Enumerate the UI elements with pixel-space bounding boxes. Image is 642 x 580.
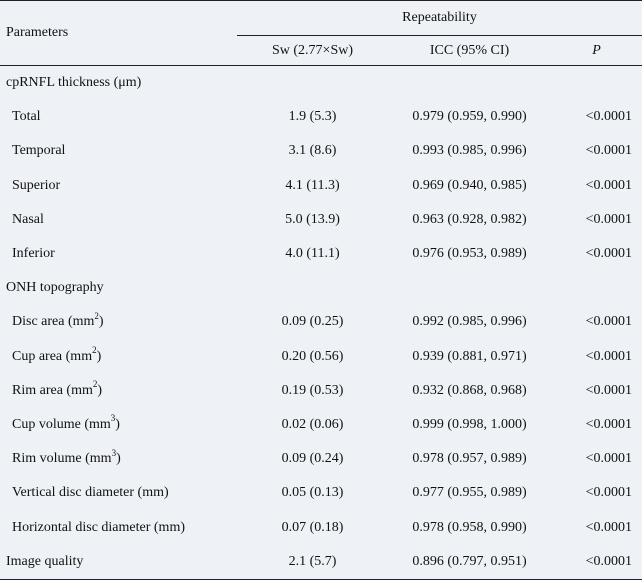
repeatability-header: Repeatability [237,0,642,36]
row-label-tail: ) [115,416,120,432]
section-title-onh: ONH topography [6,280,104,296]
unit-superscript: 3 [110,413,116,424]
table-row: Superior 4.1 (11.3) 0.969 (0.940, 0.985)… [0,169,642,203]
row-label: Temporal [12,143,66,159]
row-label: Superior [12,177,61,193]
row-label-text: Rim volume (mm [12,451,112,467]
row-label-text: Disc area (mm [12,314,95,330]
icc-cell: 0.939 (0.881, 0.971) [412,348,527,364]
p-cell: <0.0001 [585,109,633,125]
row-label: Rim volume (mm3) [0,442,237,476]
sw-cell: 3.1 (8.6) [288,143,337,159]
row-label: Image quality [6,553,84,569]
sw-cell: 4.0 (11.1) [285,246,340,262]
icc-header: ICC (95% CI) [429,42,510,58]
table-row: Nasal 5.0 (13.9) 0.963 (0.928, 0.982) <0… [0,203,642,237]
table-row: Cup volume (mm3) 0.02 (0.06) 0.999 (0.99… [0,408,642,442]
table-row: Vertical disc diameter (mm) 0.05 (0.13) … [0,476,642,510]
row-label: Inferior [12,246,55,262]
section-row-onh: ONH topography [0,271,642,305]
p-cell: <0.0001 [585,451,633,467]
sw-cell: 0.02 (0.06) [281,416,344,432]
row-label: Horizontal disc diameter (mm) [12,519,185,535]
icc-cell: 0.999 (0.998, 1.000) [412,416,527,432]
p-header: P [592,42,601,58]
sw-cell: 0.09 (0.24) [281,451,344,467]
row-label: Vertical disc diameter (mm) [12,485,169,501]
icc-cell: 0.993 (0.985, 0.996) [412,143,527,159]
sw-cell: 2.1 (5.7) [288,553,337,569]
table-row: Rim area (mm2) 0.19 (0.53) 0.932 (0.868,… [0,374,642,408]
sw-cell: 4.1 (11.3) [285,177,340,193]
icc-cell: 0.979 (0.959, 0.990) [412,109,527,125]
table-row: Horizontal disc diameter (mm) 0.07 (0.18… [0,510,642,544]
sw-cell: 0.09 (0.25) [281,314,344,330]
icc-cell: 0.896 (0.797, 0.951) [412,553,527,569]
row-label: Rim area (mm2) [0,374,237,408]
p-cell: <0.0001 [585,177,633,193]
table-row: Total 1.9 (5.3) 0.979 (0.959, 0.990) <0.… [0,100,642,134]
row-label: Cup area (mm2) [0,340,237,374]
section-title-rnfl: cpRNFL thickness (μm) [6,75,142,91]
p-cell: <0.0001 [585,382,633,398]
table-row: Inferior 4.0 (11.1) 0.976 (0.953, 0.989)… [0,237,642,271]
p-cell: <0.0001 [585,416,633,432]
table-row: Cup area (mm2) 0.20 (0.56) 0.939 (0.881,… [0,340,642,374]
row-label-text: Cup volume (mm [12,416,111,432]
icc-cell: 0.969 (0.940, 0.985) [412,177,527,193]
unit-superscript: 2 [94,310,99,321]
sw-cell: 0.20 (0.56) [281,348,344,364]
unit-superscript: 3 [111,447,117,458]
parameters-header: Parameters [0,0,237,66]
table-row-image-quality: Image quality 2.1 (5.7) 0.896 (0.797, 0.… [0,545,642,580]
row-label: Nasal [12,211,44,227]
p-cell: <0.0001 [585,553,633,569]
sw-cell: 1.9 (5.3) [288,109,337,125]
row-label-text: Cup area (mm [12,348,93,364]
p-cell: <0.0001 [585,314,633,330]
icc-cell: 0.978 (0.958, 0.990) [412,519,527,535]
icc-cell: 0.976 (0.953, 0.989) [412,246,527,262]
sw-cell: 5.0 (13.9) [285,211,340,227]
row-label-text: Rim area (mm [12,382,93,398]
sw-header: Sw (2.77×Sw) [271,42,353,58]
row-label: Total [12,109,41,125]
icc-cell: 0.992 (0.985, 0.996) [412,314,527,330]
row-label: Cup volume (mm3) [0,408,237,442]
icc-cell: 0.977 (0.955, 0.989) [412,485,527,501]
icc-cell: 0.932 (0.868, 0.968) [412,382,527,398]
sw-cell: 0.07 (0.18) [281,519,344,535]
p-cell: <0.0001 [585,143,633,159]
unit-superscript: 2 [92,344,97,355]
header-row-2: Sw (2.77×Sw) ICC (95% CI) P [0,36,642,66]
header-row-1: Parameters Repeatability [0,0,642,66]
icc-cell: 0.978 (0.957, 0.989) [412,451,527,467]
table-row: Disc area (mm2) 0.09 (0.25) 0.992 (0.985… [0,305,642,339]
unit-superscript: 2 [92,379,98,390]
row-label-tail: ) [116,451,121,467]
row-label-tail: ) [98,314,104,330]
p-cell: <0.0001 [585,246,633,262]
row-label: Disc area (mm2) [0,305,237,339]
table-row: Temporal 3.1 (8.6) 0.993 (0.985, 0.996) … [0,134,642,168]
sw-cell: 0.19 (0.53) [281,382,344,398]
p-cell: <0.0001 [585,519,633,535]
row-label-tail: ) [97,382,103,398]
p-cell: <0.0001 [585,211,633,227]
p-cell: <0.0001 [585,485,633,501]
section-row-rnfl: cpRNFL thickness (μm) [0,66,642,101]
p-cell: <0.0001 [585,348,633,364]
icc-cell: 0.963 (0.928, 0.982) [412,211,527,227]
row-label-tail: ) [96,348,102,364]
table-row: Rim volume (mm3) 0.09 (0.24) 0.978 (0.95… [0,442,642,476]
sw-cell: 0.05 (0.13) [281,485,344,501]
